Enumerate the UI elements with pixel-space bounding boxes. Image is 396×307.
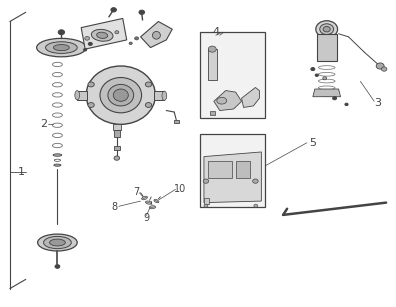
Text: 4: 4 bbox=[212, 27, 219, 37]
Ellipse shape bbox=[323, 26, 330, 32]
Ellipse shape bbox=[100, 78, 142, 113]
Text: 10: 10 bbox=[174, 184, 186, 194]
Ellipse shape bbox=[36, 38, 86, 57]
Polygon shape bbox=[141, 21, 172, 48]
Ellipse shape bbox=[316, 21, 337, 38]
Bar bbox=[154, 91, 164, 100]
Ellipse shape bbox=[86, 66, 155, 124]
Circle shape bbox=[333, 97, 337, 100]
Text: 8: 8 bbox=[112, 202, 118, 212]
Bar bbox=[204, 198, 209, 204]
Ellipse shape bbox=[50, 239, 65, 246]
Circle shape bbox=[203, 179, 209, 183]
Circle shape bbox=[253, 179, 258, 183]
Polygon shape bbox=[81, 18, 127, 49]
Ellipse shape bbox=[145, 201, 152, 204]
Polygon shape bbox=[242, 87, 259, 107]
Polygon shape bbox=[204, 152, 261, 203]
Bar bbox=[208, 49, 217, 80]
Circle shape bbox=[345, 103, 348, 106]
Polygon shape bbox=[214, 91, 242, 111]
Ellipse shape bbox=[162, 91, 167, 100]
Bar bbox=[200, 32, 265, 118]
Ellipse shape bbox=[320, 24, 333, 35]
Circle shape bbox=[139, 10, 145, 14]
Text: 7: 7 bbox=[133, 187, 140, 197]
Text: 1: 1 bbox=[18, 167, 25, 177]
Circle shape bbox=[135, 37, 139, 40]
Circle shape bbox=[114, 156, 120, 160]
Circle shape bbox=[204, 204, 208, 207]
Ellipse shape bbox=[53, 154, 62, 156]
Bar bbox=[114, 130, 120, 137]
Bar bbox=[236, 161, 250, 178]
Bar bbox=[208, 161, 232, 178]
Circle shape bbox=[85, 37, 89, 40]
Circle shape bbox=[381, 67, 387, 71]
Ellipse shape bbox=[53, 45, 69, 51]
Ellipse shape bbox=[97, 32, 108, 38]
Bar bbox=[317, 34, 337, 61]
Bar bbox=[200, 134, 265, 207]
Bar bbox=[210, 111, 215, 115]
Circle shape bbox=[88, 42, 92, 45]
Circle shape bbox=[323, 77, 327, 80]
Circle shape bbox=[208, 46, 216, 52]
Circle shape bbox=[111, 8, 116, 12]
Ellipse shape bbox=[154, 200, 159, 203]
Bar bbox=[77, 91, 87, 100]
Circle shape bbox=[129, 42, 132, 45]
Ellipse shape bbox=[75, 91, 80, 100]
Ellipse shape bbox=[108, 84, 133, 106]
Polygon shape bbox=[313, 89, 341, 97]
Circle shape bbox=[84, 49, 87, 51]
Circle shape bbox=[115, 31, 119, 34]
Ellipse shape bbox=[38, 234, 77, 251]
Circle shape bbox=[88, 103, 94, 107]
Ellipse shape bbox=[217, 97, 227, 104]
Text: 3: 3 bbox=[375, 98, 382, 108]
Ellipse shape bbox=[46, 42, 77, 53]
Bar bbox=[174, 120, 179, 123]
Ellipse shape bbox=[152, 32, 160, 39]
Circle shape bbox=[315, 74, 318, 76]
Ellipse shape bbox=[142, 196, 147, 200]
Circle shape bbox=[55, 265, 60, 268]
Ellipse shape bbox=[113, 89, 128, 101]
Circle shape bbox=[145, 103, 152, 107]
Text: 9: 9 bbox=[143, 213, 150, 223]
Ellipse shape bbox=[91, 29, 113, 41]
Ellipse shape bbox=[44, 236, 71, 249]
Bar bbox=[114, 146, 120, 150]
Ellipse shape bbox=[54, 164, 61, 166]
Circle shape bbox=[58, 30, 65, 35]
Ellipse shape bbox=[149, 206, 156, 209]
Circle shape bbox=[88, 82, 94, 87]
Bar bbox=[113, 124, 121, 130]
Circle shape bbox=[376, 63, 384, 69]
Text: 5: 5 bbox=[309, 138, 316, 148]
Circle shape bbox=[254, 204, 258, 207]
Circle shape bbox=[311, 68, 315, 71]
Circle shape bbox=[145, 82, 152, 87]
Text: 2: 2 bbox=[40, 119, 47, 129]
